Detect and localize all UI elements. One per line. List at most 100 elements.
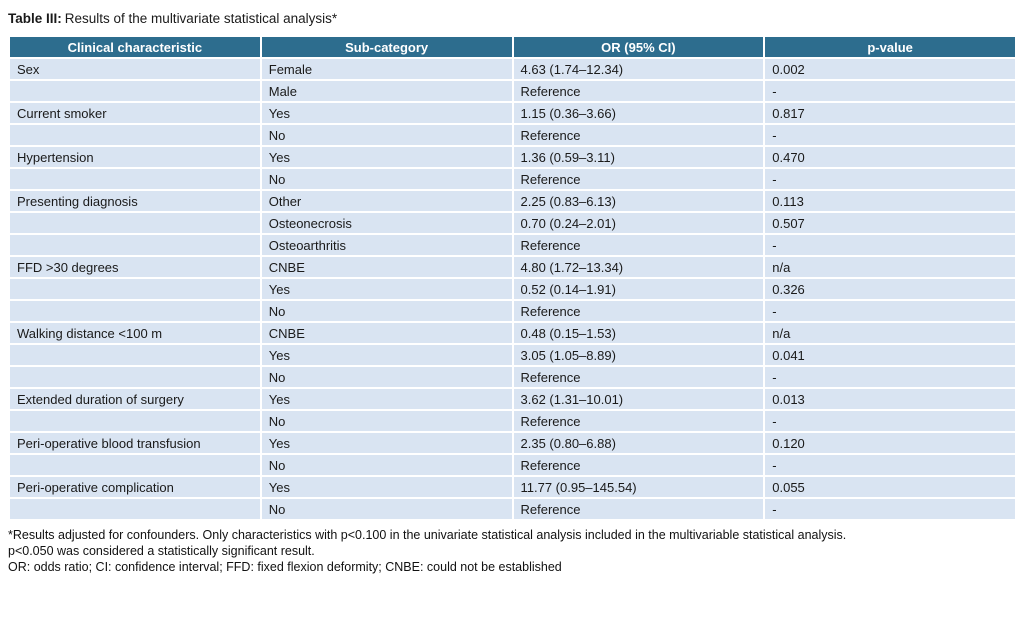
table-cell-characteristic: Walking distance <100 m (8, 321, 262, 345)
table-row: FFD >30 degrees CNBE 4.80 (1.72–13.34) n/a (8, 255, 1017, 279)
table-cell-characteristic: Peri-operative complication (8, 475, 262, 499)
table-cell-sub-category: No (259, 365, 514, 389)
table-cell-sub-category: Yes (259, 431, 514, 455)
table-cell-p-value: n/a (763, 321, 1017, 345)
table-row: Osteoarthritis Reference - (8, 233, 1017, 257)
table-cell-characteristic: Peri-operative blood transfusion (8, 431, 262, 455)
table-cell-characteristic (8, 409, 262, 433)
table-cell-sub-category: CNBE (259, 321, 514, 345)
results-table: Clinical characteristic Sub-category OR … (8, 35, 1017, 521)
table-cell-p-value: 0.041 (763, 343, 1017, 367)
table-cell-or-ci: 2.25 (0.83–6.13) (511, 189, 766, 213)
table-cell-characteristic (8, 211, 262, 235)
table-cell-or-ci: 4.80 (1.72–13.34) (511, 255, 766, 279)
table-cell-sub-category: No (259, 299, 514, 323)
table-cell-sub-category: Osteoarthritis (259, 233, 514, 257)
table-cell-p-value: 0.470 (763, 145, 1017, 169)
header-clinical-characteristic: Clinical characteristic (8, 35, 262, 59)
header-or-ci: OR (95% CI) (511, 35, 766, 59)
table-cell-or-ci: Reference (511, 123, 766, 147)
table-row: Male Reference - (8, 79, 1017, 103)
table-cell-characteristic: Extended duration of surgery (8, 387, 262, 411)
table-cell-sub-category: No (259, 167, 514, 191)
table-cell-sub-category: Male (259, 79, 514, 103)
table-cell-characteristic (8, 343, 262, 367)
table-cell-p-value: 0.055 (763, 475, 1017, 499)
table-cell-sub-category: Other (259, 189, 514, 213)
table-cell-or-ci: Reference (511, 233, 766, 257)
table-cell-or-ci: 2.35 (0.80–6.88) (511, 431, 766, 455)
table-cell-characteristic (8, 497, 262, 521)
table-cell-p-value: 0.326 (763, 277, 1017, 301)
table-row: No Reference - (8, 123, 1017, 147)
table-cell-sub-category: Osteonecrosis (259, 211, 514, 235)
table-row: Current smoker Yes 1.15 (0.36–3.66) 0.817 (8, 101, 1017, 125)
table-cell-or-ci: Reference (511, 365, 766, 389)
table-cell-p-value: - (763, 299, 1017, 323)
table-cell-or-ci: Reference (511, 79, 766, 103)
table-cell-characteristic: Presenting diagnosis (8, 189, 262, 213)
table-cell-or-ci: 0.70 (0.24–2.01) (511, 211, 766, 235)
footnote-significance: p<0.050 was considered a statistically s… (8, 544, 315, 558)
table-cell-p-value: - (763, 453, 1017, 477)
table-cell-or-ci: 11.77 (0.95–145.54) (511, 475, 766, 499)
table-row: No Reference - (8, 497, 1017, 521)
table-cell-sub-category: Yes (259, 475, 514, 499)
table-row: No Reference - (8, 167, 1017, 191)
table-row: Peri-operative complication Yes 11.77 (0.9… (8, 475, 1017, 499)
table-row: No Reference - (8, 409, 1017, 433)
table-cell-or-ci: 0.48 (0.15–1.53) (511, 321, 766, 345)
table-title-text: Results of the multivariate statistical … (64, 11, 338, 26)
table-cell-characteristic (8, 167, 262, 191)
table-cell-p-value: - (763, 409, 1017, 433)
table-row: Presenting diagnosis Other 2.25 (0.83–6.13… (8, 189, 1017, 213)
table-cell-sub-category: Female (259, 57, 514, 81)
footnote-adjustment: *Results adjusted for confounders. Only … (8, 528, 847, 542)
table-cell-characteristic (8, 453, 262, 477)
table-cell-or-ci: 3.05 (1.05–8.89) (511, 343, 766, 367)
table-cell-characteristic (8, 79, 262, 103)
table-cell-characteristic (8, 299, 262, 323)
table-cell-p-value: - (763, 79, 1017, 103)
table-cell-p-value: - (763, 365, 1017, 389)
table-row: Hypertension Yes 1.36 (0.59–3.11) 0.470 (8, 145, 1017, 169)
table-cell-sub-category: No (259, 497, 514, 521)
table-cell-characteristic: Current smoker (8, 101, 262, 125)
table-cell-sub-category: Yes (259, 145, 514, 169)
table-cell-p-value: 0.002 (763, 57, 1017, 81)
table-row: Extended duration of surgery Yes 3.62 (1.3… (8, 387, 1017, 411)
table-cell-or-ci: 1.36 (0.59–3.11) (511, 145, 766, 169)
table-cell-p-value: - (763, 497, 1017, 521)
table-row: Yes 3.05 (1.05–8.89) 0.041 (8, 343, 1017, 367)
table-row: Yes 0.52 (0.14–1.91) 0.326 (8, 277, 1017, 301)
table-row: Peri-operative blood transfusion Yes 2.35 … (8, 431, 1017, 455)
table-cell-sub-category: Yes (259, 101, 514, 125)
table-cell-or-ci: Reference (511, 299, 766, 323)
table-cell-sub-category: Yes (259, 277, 514, 301)
table-title-label: Table III: (8, 11, 62, 26)
table-cell-characteristic (8, 277, 262, 301)
header-row: Clinical characteristic Sub-category OR … (8, 35, 1017, 59)
footnotes: *Results adjusted for confounders. Only … (8, 527, 1017, 575)
table-cell-characteristic (8, 233, 262, 257)
table-cell-p-value: 0.120 (763, 431, 1017, 455)
table-cell-sub-category: No (259, 123, 514, 147)
footnote-abbreviations: OR: odds ratio; CI: confidence interval;… (8, 560, 562, 574)
table-cell-p-value: - (763, 233, 1017, 257)
table-cell-p-value: n/a (763, 255, 1017, 279)
table-cell-p-value: 0.013 (763, 387, 1017, 411)
table-cell-p-value: - (763, 167, 1017, 191)
table-cell-sub-category: CNBE (259, 255, 514, 279)
table-cell-or-ci: Reference (511, 497, 766, 521)
table-cell-p-value: 0.507 (763, 211, 1017, 235)
table-cell-or-ci: 3.62 (1.31–10.01) (511, 387, 766, 411)
table-row: No Reference - (8, 365, 1017, 389)
table-row: Sex Female 4.63 (1.74–12.34) 0.002 (8, 57, 1017, 81)
page: Table III: Results of the multivariate st… (8, 11, 1017, 575)
table-cell-or-ci: 4.63 (1.74–12.34) (511, 57, 766, 81)
table-row: No Reference - (8, 299, 1017, 323)
header-p-value: p-value (763, 35, 1017, 59)
table-row: No Reference - (8, 453, 1017, 477)
table-cell-characteristic: FFD >30 degrees (8, 255, 262, 279)
table-cell-characteristic (8, 365, 262, 389)
